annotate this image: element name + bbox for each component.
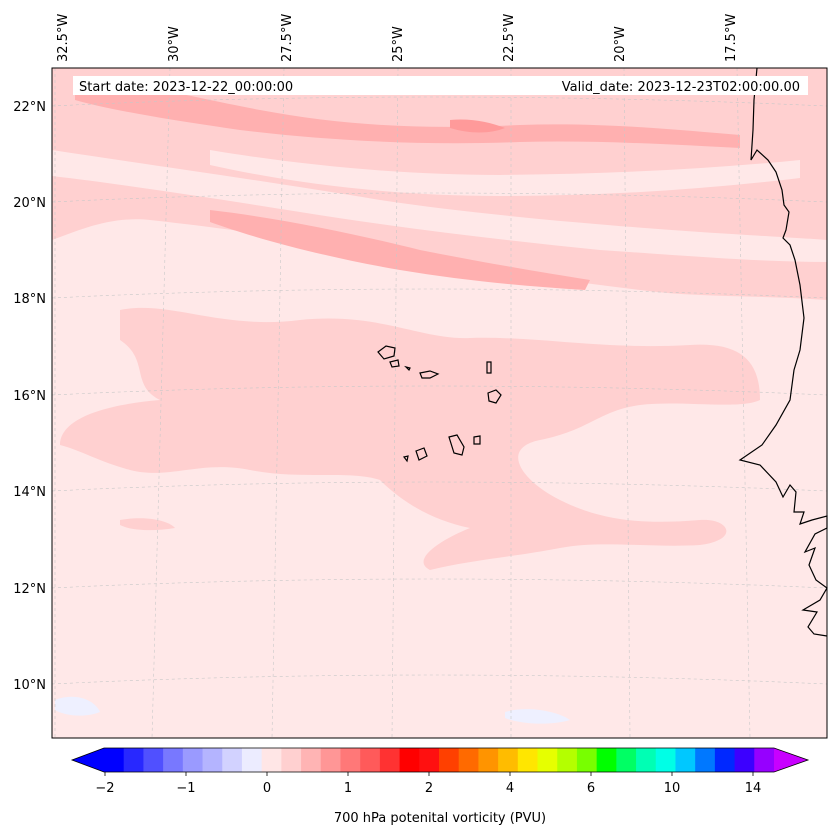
lat-label: 14°N [13,485,46,500]
colorbar-tick-label: 6 [587,781,595,796]
colorbar-cell [636,748,657,772]
colorbar-cell [734,748,755,772]
colorbar: −2 −1 0 1 2 4 6 10 14 700 hPa potenital … [70,747,810,826]
colorbar-ticks [104,772,754,776]
colorbar-cell [301,748,322,772]
colorbar-label: 700 hPa potenital vorticity (PVU) [334,811,546,826]
latitude-labels: 22°N 20°N 18°N 16°N 14°N 12°N 10°N [13,100,46,693]
lat-label: 22°N [13,100,46,115]
island-sao-nicolau [419,370,440,379]
island-sao-vicente [389,359,400,368]
map-panel [51,67,828,739]
colorbar-cell [379,748,401,772]
colorbar-cell [537,748,558,772]
colorbar-cell [616,748,637,772]
colorbar-cell [655,748,676,772]
colorbar-cell [439,748,460,772]
colorbar-cell [517,748,539,772]
pv-contour-streak-2 [210,210,590,290]
pv-contour-patch-center [60,307,760,570]
island-maio [473,435,481,445]
colorbar-outline [70,747,810,773]
pv-contour-gap-1 [52,150,827,262]
colorbar-cell [576,748,598,772]
lon-label: 27.5°W [280,14,295,62]
colorbar-cell [695,748,716,772]
island-sal [486,361,492,374]
colorbar-cell [261,748,282,772]
colorbar-tick-label: 10 [664,781,681,796]
pv-contour-patch-south [120,518,175,531]
lon-label: 30°W [167,26,182,62]
colorbar-cell [360,748,381,772]
colorbar-tick-labels: −2 −1 0 1 2 4 6 10 14 [95,781,761,796]
colorbar-cell [478,748,499,772]
cabo-verde-islands [377,345,502,463]
colorbar-cell [340,748,361,772]
colorbar-cell [320,748,341,772]
colorbar-cell [104,748,125,772]
colorbar-cell [399,748,420,772]
colorbar-cell [675,748,696,772]
lat-label: 20°N [13,196,46,211]
island-boa-vista [487,389,502,404]
pv-contour-streak-3 [450,119,505,133]
colorbar-cell [281,748,302,772]
pv-contour-streak-1 [75,80,740,148]
colorbar-cell [557,748,578,772]
island-santa-luzia [404,365,411,372]
colorbar-cell [222,748,243,772]
island-fogo [415,447,428,461]
lon-label: 32.5°W [56,14,71,62]
colorbar-cell [419,748,440,772]
lon-label: 17.5°W [724,14,739,62]
colorbar-cell [163,748,184,772]
lat-label: 18°N [13,292,46,307]
colorbar-tick-label: 1 [344,781,352,796]
island-santo-antao [377,345,396,360]
map-frame [51,67,828,739]
colorbar-tick-label: 0 [263,781,271,796]
lon-label: 22.5°W [502,14,517,62]
african-coastline [738,67,828,637]
colorbar-cell [498,748,519,772]
colorbar-cell [143,748,164,772]
lon-label: 25°W [391,26,406,62]
island-brava [402,455,409,463]
colorbar-tick-label: 2 [425,781,433,796]
colorbar-cell [754,748,775,772]
colorbar-cell [241,748,263,772]
valid-date-label: Valid_date: 2023-12-23T02:00:00.00 [562,80,800,95]
pv-negative-patch-1 [55,696,100,716]
colorbar-tick-label: 14 [745,781,762,796]
colorbar-cell [182,748,204,772]
colorbar-cell [458,748,479,772]
pv-contour-gap-2 [210,150,800,196]
colorbar-extend-low [72,748,104,772]
lat-label: 10°N [13,678,46,693]
colorbar-tick-label: −2 [95,781,114,796]
colorbar-tick-label: 4 [506,781,514,796]
colorbar-cell [714,748,736,772]
colorbar-cell [596,748,617,772]
header-bar [73,76,808,95]
colorbar-cell [202,748,223,772]
lat-label: 16°N [13,389,46,404]
lon-label: 20°W [613,26,628,62]
island-santiago [448,434,465,456]
start-date-label: Start date: 2023-12-22_00:00:00 [79,80,293,95]
colorbar-cells [104,748,775,772]
lat-label: 12°N [13,582,46,597]
graticule [51,67,828,739]
longitude-labels: 32.5°W 30°W 27.5°W 25°W 22.5°W 20°W 17.5… [56,14,739,62]
colorbar-cell [123,748,144,772]
colorbar-extend-high [774,748,808,772]
colorbar-tick-label: −1 [176,781,195,796]
pv-negative-patch-2 [505,709,570,724]
